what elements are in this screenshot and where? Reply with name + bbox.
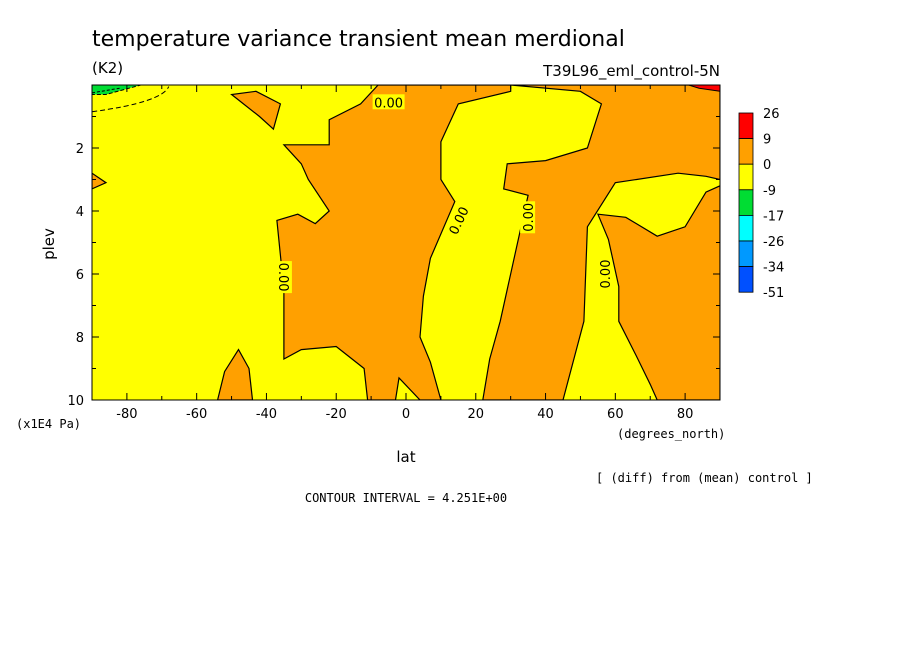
x-axis-label: lat [396, 448, 415, 466]
colorbar-swatch-5 [738, 240, 754, 268]
contour-label-4: 0.00 [599, 260, 614, 289]
colorbar-swatch-4 [738, 214, 754, 242]
contour-label-bg-1 [372, 94, 405, 110]
positive-region-5 [92, 172, 108, 190]
colorbar-label-1: 9 [763, 133, 771, 148]
contour-label-bg-3 [520, 201, 536, 234]
positive-region-4 [216, 348, 254, 400]
high-region-0 [688, 85, 720, 92]
x-tick-label-1: -60 [186, 407, 207, 422]
colorbar-label-3: -9 [763, 184, 776, 199]
run-label: T39L96_eml_control-5N [542, 62, 720, 81]
colorbar-label-7: -51 [763, 286, 784, 301]
positive-region-2 [482, 85, 720, 400]
chart-title: temperature variance transient mean merd… [92, 27, 625, 52]
x-tick-label-2: -40 [256, 407, 277, 422]
x-tick-label-6: 40 [537, 407, 554, 422]
y-tick-label-3: 8 [76, 331, 84, 346]
contour-label-3: 0.00 [522, 203, 537, 232]
x-tick-label-0: -80 [116, 407, 137, 422]
colorbar-label-6: -34 [763, 261, 784, 276]
contour-label-1: 0.00 [374, 96, 403, 111]
colorbar-label-2: 0 [763, 158, 771, 173]
y-tick-label-2: 6 [76, 268, 84, 283]
contour-label-bg-2 [444, 202, 472, 238]
positive-region-0 [230, 90, 282, 131]
colorbar-swatch-0 [738, 112, 754, 140]
colorbar-swatch-1 [738, 138, 754, 165]
x-tick-label-7: 60 [607, 407, 624, 422]
contour-label-bg-4 [596, 258, 612, 290]
contour-interval: CONTOUR INTERVAL = 4.251E+00 [305, 491, 507, 505]
y-tick-label-4: 10 [67, 394, 84, 409]
units-label: (K2) [92, 59, 123, 77]
x-tick-label-4: 0 [402, 407, 410, 422]
footnote: [ (diff) from (mean) control ] [596, 471, 813, 485]
y-axis-label: plev [40, 228, 58, 260]
contour-label-bg-0 [276, 261, 292, 294]
y-tick-label-0: 2 [76, 142, 84, 157]
x-tick-label-8: 80 [677, 407, 694, 422]
colorbar-label-5: -26 [763, 235, 784, 250]
x-units-label: (degrees_north) [617, 427, 725, 441]
colorbar-swatch-3 [738, 189, 754, 216]
negative-region-0 [92, 85, 141, 95]
contour-label-0: 0.00 [275, 263, 290, 292]
x-tick-label-5: 20 [468, 407, 485, 422]
positive-region-1 [276, 85, 512, 400]
colorbar-swatch-2 [738, 163, 754, 191]
colorbar-label-0: 26 [763, 107, 780, 122]
x-tick-label-3: -20 [326, 407, 347, 422]
y-units-label: (x1E4 Pa) [16, 417, 81, 431]
positive-region-3 [596, 185, 720, 400]
colorbar: 26 9 0 -9 -17 -26 -34 -51 [738, 107, 784, 301]
y-tick-label-1: 4 [76, 205, 84, 220]
colorbar-swatch-6 [738, 266, 754, 293]
plot-area: 0.000.000.00 0.000.00-80 -60 -40 -20 0 20 40 60 8… [67, 84, 721, 422]
colorbar-label-4: -17 [763, 209, 784, 224]
